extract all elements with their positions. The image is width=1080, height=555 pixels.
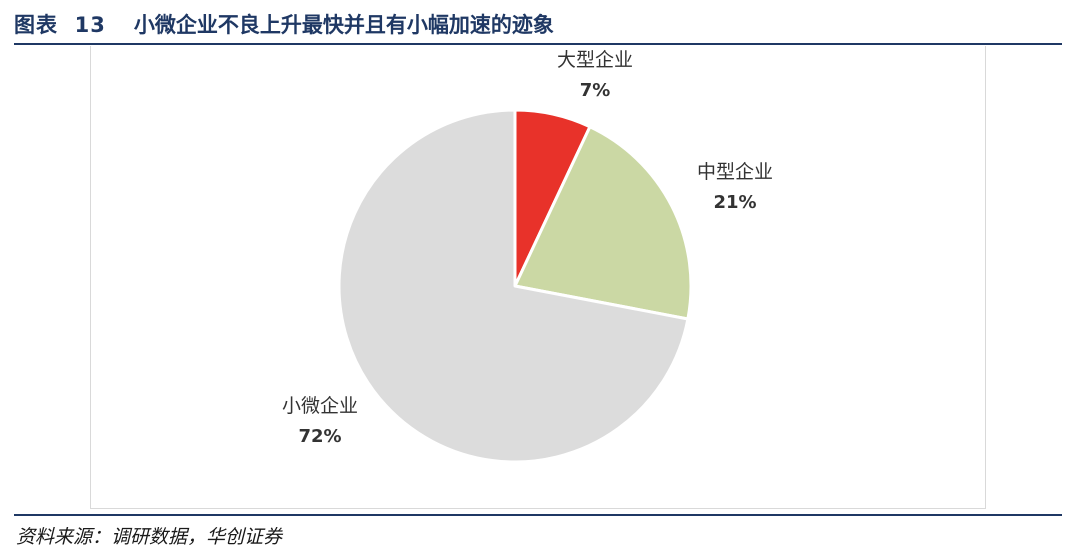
chart-frame — [90, 46, 986, 509]
slice-label-1: 大型企业 — [557, 49, 633, 71]
slice-value-2: 21% — [713, 192, 756, 213]
pie-slice-3 — [337, 108, 690, 464]
slice-label-2: 中型企业 — [697, 161, 773, 183]
figure-number: 图表 13 — [14, 13, 106, 37]
footer-rule — [14, 514, 1062, 516]
pie-slice-2 — [513, 125, 693, 321]
source-note: 资料来源：调研数据，华创证券 — [16, 526, 283, 548]
pie-slices — [337, 108, 693, 464]
pie-labels: 大型企业 7% 中型企业 21% 小微企业 72% — [282, 49, 773, 447]
figure-header: 图表 13 小微企业不良上升最快并且有小幅加速的迹象 — [14, 6, 1064, 42]
figure-title: 小微企业不良上升最快并且有小幅加速的迹象 — [133, 13, 554, 37]
slice-label-3: 小微企业 — [282, 395, 358, 417]
slice-value-3: 72% — [298, 426, 341, 447]
slice-value-1: 7% — [580, 80, 611, 101]
header-rule — [14, 43, 1062, 45]
